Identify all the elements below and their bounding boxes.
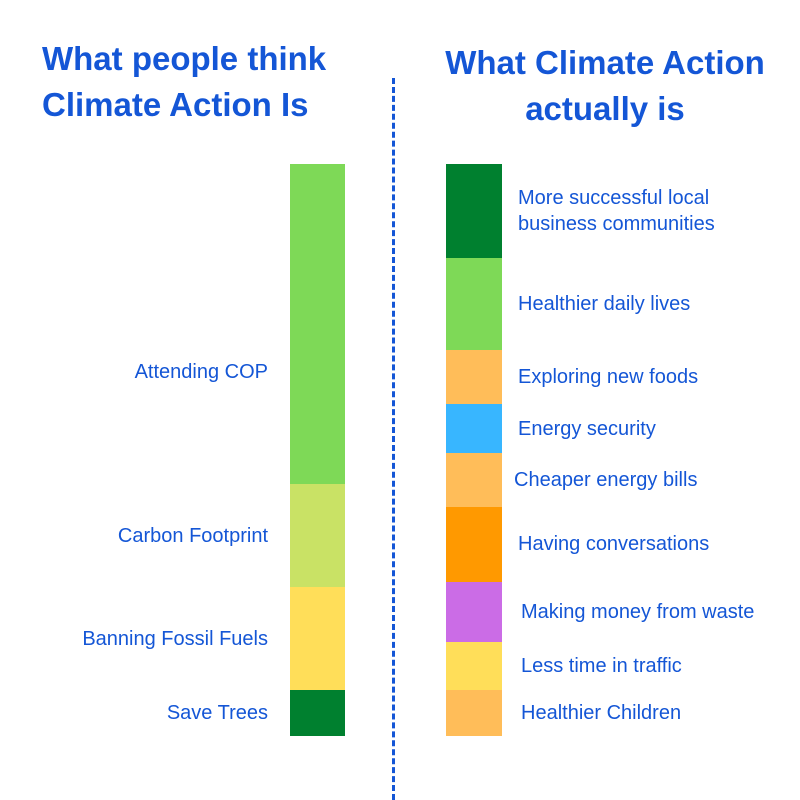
- left-title-line-1: What people think: [42, 40, 327, 77]
- left-segment-label: Attending COP: [135, 359, 268, 385]
- right-bar-segment: [446, 452, 502, 508]
- right-segment-label: Healthier daily lives: [518, 291, 690, 317]
- left-bar-segment: [290, 164, 345, 485]
- right-segment-label: Making money from waste: [521, 599, 754, 625]
- segment-label-line: Healthier Children: [521, 702, 682, 725]
- right-bar-segment: [446, 404, 502, 454]
- right-bar-segment: [446, 581, 502, 643]
- right-title: What Climate Action actually is: [420, 40, 790, 132]
- segment-label-line: Making money from waste: [521, 600, 755, 623]
- segment-label-line: Cheaper energy bills: [514, 469, 698, 492]
- right-segment-label: More successful local business communitie…: [518, 185, 715, 237]
- right-segment-label: Energy security: [518, 416, 656, 442]
- segment-label-line: Banning Fossil Fuels: [82, 627, 268, 650]
- right-bar-segment: [446, 164, 502, 259]
- dashed-divider: [392, 78, 395, 800]
- right-bar-segment: [446, 349, 502, 405]
- segment-label-line: Less time in traffic: [521, 654, 682, 677]
- left-segment-label: Carbon Footprint: [118, 523, 268, 549]
- segment-label-line: Attending COP: [134, 361, 268, 384]
- right-segment-label: Having conversations: [518, 531, 709, 557]
- left-segment-label: Save Trees: [167, 700, 268, 726]
- right-segment-label: Cheaper energy bills: [514, 467, 697, 493]
- left-segment-label: Banning Fossil Fuels: [82, 626, 268, 652]
- right-segment-label: Exploring new foods: [518, 364, 698, 390]
- left-bar-segment: [290, 690, 345, 737]
- segment-label-line: business communities: [518, 213, 715, 236]
- segment-label-line: Save Trees: [166, 702, 268, 725]
- right-title-line-2: actually is: [525, 90, 685, 127]
- segment-label-line: More successful local: [518, 187, 710, 210]
- left-title: What people think Climate Action Is: [42, 36, 326, 128]
- right-bar-segment: [446, 641, 502, 691]
- left-title-line-2: Climate Action Is: [42, 86, 309, 123]
- segment-label-line: Exploring new foods: [518, 366, 699, 389]
- right-segment-label: Less time in traffic: [521, 653, 682, 679]
- left-bar-segment: [290, 587, 345, 691]
- right-segment-label: Healthier Children: [521, 700, 681, 726]
- segment-label-line: Energy security: [518, 417, 656, 440]
- left-bar-segment: [290, 484, 345, 588]
- right-title-line-1: What Climate Action: [445, 44, 765, 81]
- segment-label-line: Carbon Footprint: [117, 524, 268, 547]
- right-bar-segment: [446, 258, 502, 351]
- segment-label-line: Healthier daily lives: [518, 293, 691, 316]
- right-bar-segment: [446, 507, 502, 583]
- right-bar-segment: [446, 690, 502, 737]
- segment-label-line: Having conversations: [518, 533, 710, 556]
